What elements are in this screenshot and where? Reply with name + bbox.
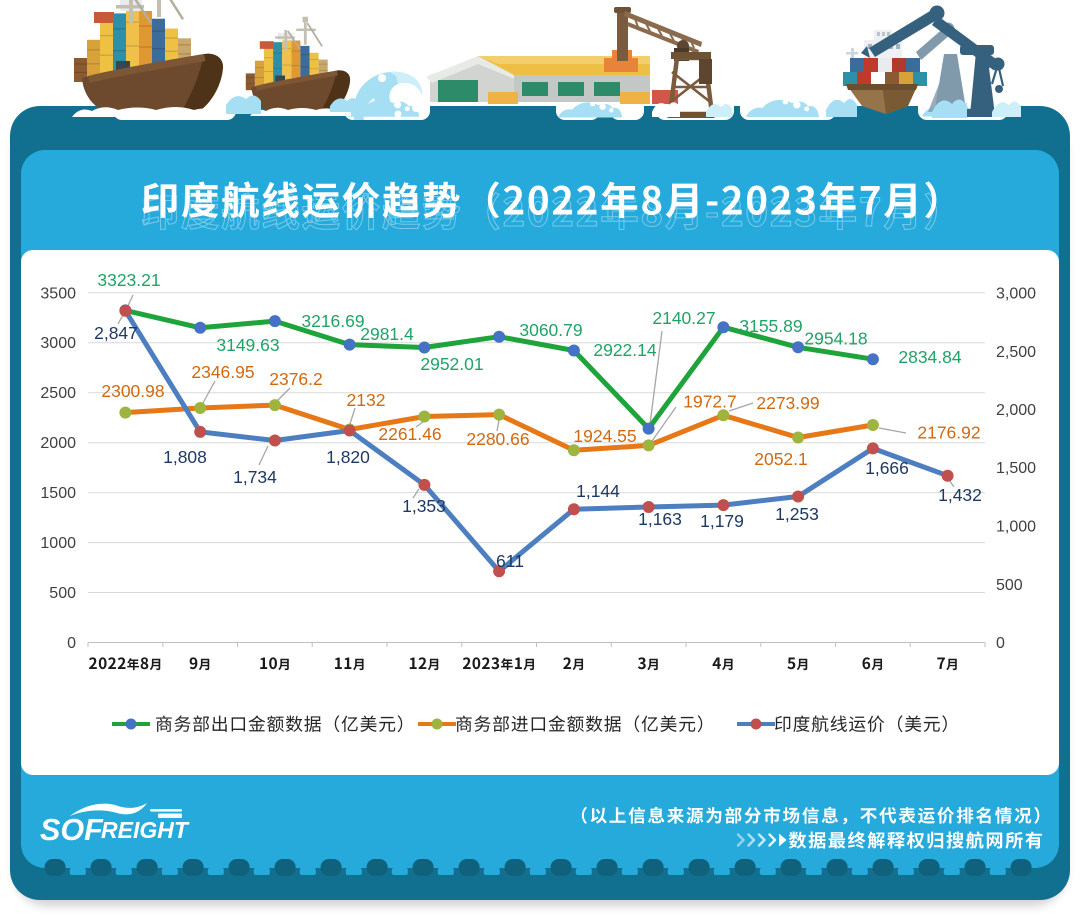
svg-text:1,253: 1,253 <box>775 504 819 524</box>
svg-text:1000: 1000 <box>40 535 76 552</box>
svg-text:1,666: 1,666 <box>865 458 909 478</box>
svg-text:611: 611 <box>496 551 524 571</box>
svg-text:2376.2: 2376.2 <box>269 369 323 389</box>
svg-text:2834.84: 2834.84 <box>898 347 962 367</box>
svg-text:2952.01: 2952.01 <box>420 354 483 374</box>
svg-text:REIGHT: REIGHT <box>101 817 190 843</box>
svg-text:500: 500 <box>996 577 1023 594</box>
svg-text:3149.63: 3149.63 <box>216 335 279 355</box>
svg-text:2132: 2132 <box>347 390 386 410</box>
svg-text:3155.89: 3155.89 <box>739 316 802 336</box>
svg-text:2000: 2000 <box>40 435 76 452</box>
svg-text:1,820: 1,820 <box>326 447 370 467</box>
svg-text:0: 0 <box>996 635 1005 652</box>
svg-text:2300.98: 2300.98 <box>101 381 164 401</box>
svg-text:2052.1: 2052.1 <box>754 449 808 469</box>
svg-text:3500: 3500 <box>40 285 76 302</box>
svg-text:500: 500 <box>49 585 76 602</box>
svg-text:2176.92: 2176.92 <box>917 423 980 443</box>
svg-text:2922.14: 2922.14 <box>593 340 657 360</box>
svg-text:1,808: 1,808 <box>163 447 207 467</box>
svg-text:2954.18: 2954.18 <box>804 329 867 349</box>
svg-text:1,144: 1,144 <box>576 481 620 501</box>
svg-text:1500: 1500 <box>40 485 76 502</box>
svg-text:2140.27: 2140.27 <box>652 308 715 328</box>
svg-text:3216.69: 3216.69 <box>301 311 364 331</box>
svg-text:1,163: 1,163 <box>638 509 682 529</box>
svg-text:0: 0 <box>67 635 76 652</box>
svg-text:2346.95: 2346.95 <box>191 362 254 382</box>
svg-text:3,000: 3,000 <box>996 286 1036 303</box>
svg-text:1972.7: 1972.7 <box>683 392 737 412</box>
svg-text:2500: 2500 <box>40 385 76 402</box>
svg-text:1,734: 1,734 <box>233 467 277 487</box>
svg-text:1,353: 1,353 <box>402 496 446 516</box>
svg-text:1,179: 1,179 <box>700 511 744 531</box>
svg-text:1,000: 1,000 <box>996 519 1036 536</box>
svg-text:2280.66: 2280.66 <box>466 429 529 449</box>
svg-text:3000: 3000 <box>40 335 76 352</box>
svg-text:2261.46: 2261.46 <box>378 424 441 444</box>
svg-text:2981.4: 2981.4 <box>360 324 414 344</box>
svg-text:2,000: 2,000 <box>996 402 1036 419</box>
svg-text:1924.55: 1924.55 <box>573 426 636 446</box>
svg-text:SOF: SOF <box>40 813 104 847</box>
svg-text:2,847: 2,847 <box>94 323 138 343</box>
svg-text:2273.99: 2273.99 <box>756 393 819 413</box>
svg-text:3060.79: 3060.79 <box>519 320 582 340</box>
svg-text:1,500: 1,500 <box>996 460 1036 477</box>
svg-text:2,500: 2,500 <box>996 344 1036 361</box>
svg-text:1,432: 1,432 <box>938 485 982 505</box>
svg-text:3323.21: 3323.21 <box>97 270 160 290</box>
